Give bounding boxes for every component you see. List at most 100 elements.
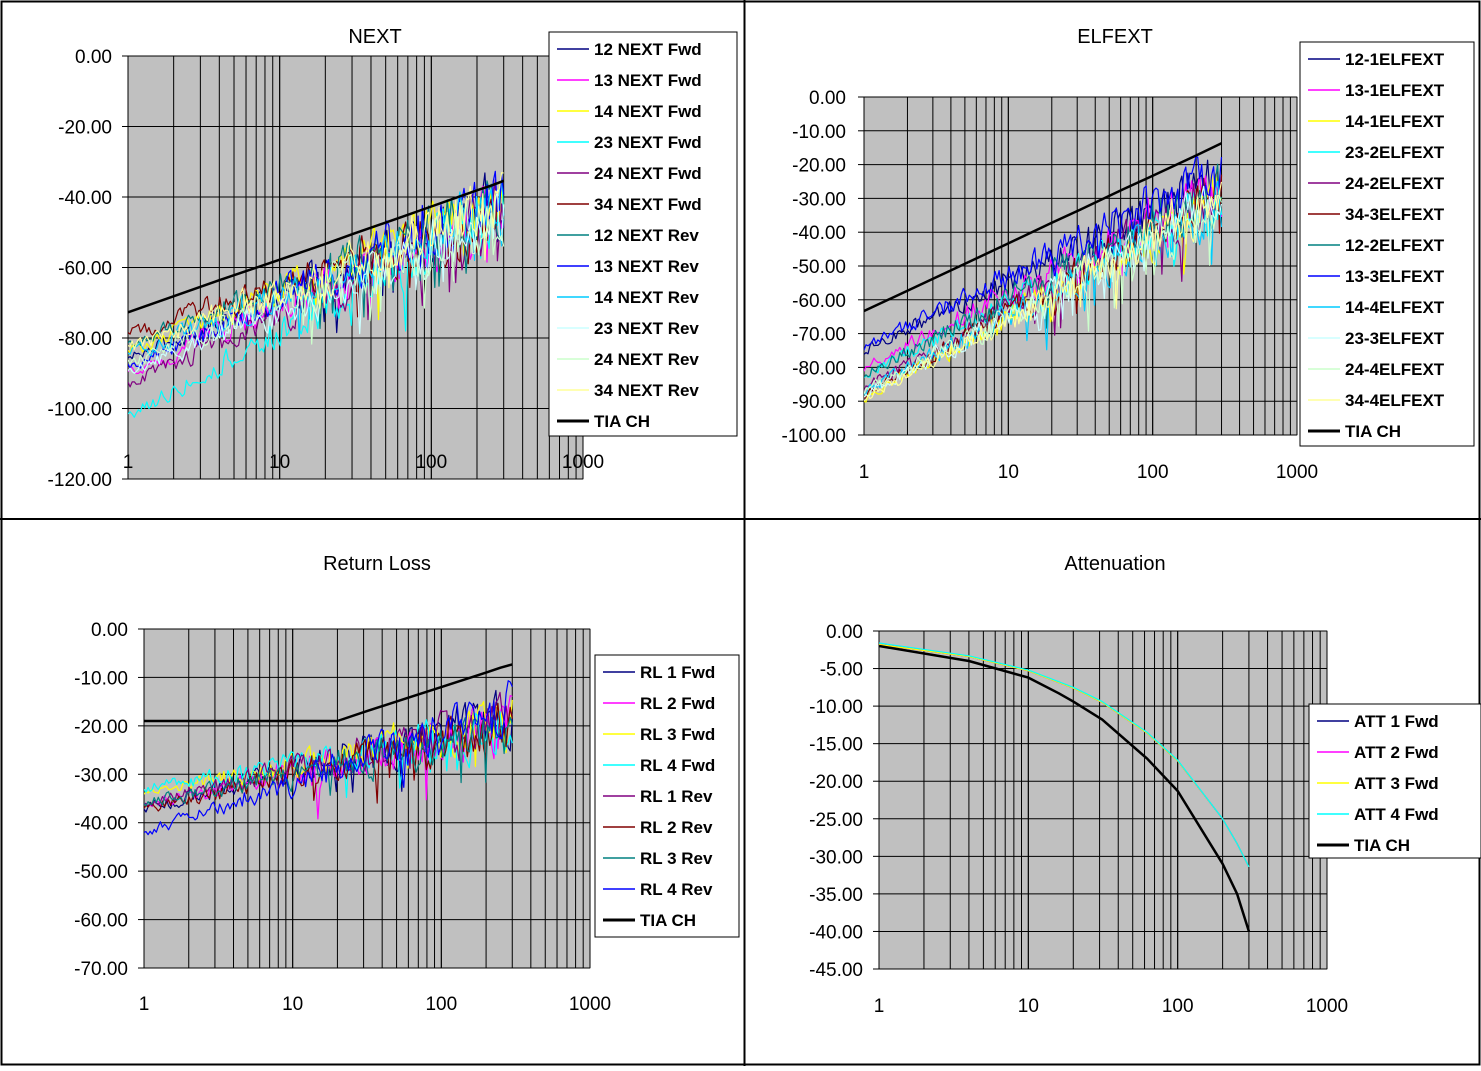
legend-entry: 34 NEXT Fwd: [594, 195, 702, 214]
legend-entry: 24 NEXT Rev: [594, 350, 699, 369]
y-tick-label: 0.00: [809, 88, 846, 109]
gridlines: [143, 628, 591, 969]
x-tick-label: 10: [1018, 996, 1039, 1017]
legend-entry: RL 4 Fwd: [640, 756, 715, 775]
x-tick-label: 1000: [1306, 996, 1348, 1017]
y-tick-label: -20.00: [58, 118, 112, 139]
y-tick-label: -50.00: [792, 257, 846, 278]
series-line-34-next-rev: [128, 172, 504, 350]
gridlines: [127, 55, 584, 480]
series-group: [864, 142, 1223, 403]
legend-entry: 12-2ELFEXT: [1345, 236, 1445, 255]
y-tick-label: -25.00: [809, 810, 863, 831]
y-tick-label: -70.00: [74, 959, 128, 980]
x-tick-label: 1000: [562, 452, 604, 473]
y-tick-label: -30.00: [809, 847, 863, 868]
chart-title: Attenuation: [1064, 553, 1165, 575]
series-line-tia-ch: [144, 663, 513, 723]
legend-entry: TIA CH: [640, 911, 696, 930]
legend-entry: RL 1 Rev: [640, 787, 713, 806]
legend-entry: RL 4 Rev: [640, 880, 713, 899]
legend-entry: 34-3ELFEXT: [1345, 205, 1445, 224]
x-tick-label: 100: [1162, 996, 1194, 1017]
legend-entry: 12 NEXT Rev: [594, 226, 699, 245]
y-tick-label: 0.00: [91, 620, 128, 641]
series-line-rl-4-rev: [144, 680, 513, 836]
legend-entry: ATT 4 Fwd: [1354, 805, 1439, 824]
legend-entry: 24-2ELFEXT: [1345, 174, 1445, 193]
chart-title: NEXT: [348, 26, 401, 48]
legend: RL 1 Fwd RL 2 Fwd RL 3 Fwd RL 4 Fwd RL 1 Rev…: [594, 654, 740, 938]
legend-entry: 14-1ELFEXT: [1345, 112, 1445, 131]
legend-entry: 13-3ELFEXT: [1345, 267, 1445, 286]
y-tick-label: -40.00: [74, 814, 128, 835]
y-tick-label: -45.00: [809, 960, 863, 981]
x-tick-label: 10: [282, 994, 303, 1015]
legend-entry: RL 3 Rev: [640, 849, 713, 868]
x-tick-label: 10: [998, 462, 1019, 483]
series-line-13-3elfext: [864, 156, 1223, 351]
x-tick-label: 100: [425, 994, 457, 1015]
legend-entry: 23 NEXT Fwd: [594, 133, 702, 152]
y-tick-label: -10.00: [792, 122, 846, 143]
y-tick-label: -30.00: [792, 189, 846, 210]
x-tick-label: 1: [874, 996, 885, 1017]
legend-entry: 12-1ELFEXT: [1345, 50, 1445, 69]
y-tick-label: -80.00: [792, 358, 846, 379]
series-line-24-2elfext: [864, 176, 1223, 392]
legend-entry: 24 NEXT Fwd: [594, 164, 702, 183]
x-tick-label: 1: [859, 462, 870, 483]
series-group: [128, 170, 505, 418]
x-tick-label: 10: [269, 452, 290, 473]
y-tick-label: -120.00: [48, 470, 112, 491]
plot-area: [143, 628, 591, 969]
next-chart: NEXT 0.00 -20.00 -40.00 -60.00 -80.00 -100.00 -…: [48, 26, 738, 491]
y-tick-label: -100.00: [48, 400, 112, 421]
attenuation-chart: Attenuation 0.00 -5.00 -10.00 -15.00 -20.00 -2…: [809, 553, 1481, 1017]
elfext-chart: ELFEXT 0.00 -10.00 -20.00 -30.00 -40.00 -50.00…: [782, 26, 1475, 483]
legend-entry: 14-4ELFEXT: [1345, 298, 1445, 317]
y-tick-label: -10.00: [809, 697, 863, 718]
y-tick-label: -5.00: [820, 660, 863, 681]
series-line-12-1elfext: [864, 159, 1223, 355]
legend: 12 NEXT Fwd 13 NEXT Fwd 14 NEXT Fwd 23 NEXT…: [548, 31, 738, 437]
legend-entry: ATT 3 Fwd: [1354, 774, 1439, 793]
series-line-23-next-rev: [128, 189, 505, 374]
series-line-24-next-rev: [128, 196, 505, 365]
legend-entry: TIA CH: [1345, 422, 1401, 441]
legend-entry: 23-2ELFEXT: [1345, 143, 1445, 162]
gridlines: [863, 96, 1298, 436]
series-line-rl-2-fwd: [144, 695, 513, 820]
y-tick-label: -80.00: [58, 329, 112, 350]
series-line-24-4elfext: [864, 194, 1223, 394]
legend-entry: 14 NEXT Fwd: [594, 102, 702, 121]
legend-entry: RL 1 Fwd: [640, 663, 715, 682]
legend-entry: 14 NEXT Rev: [594, 288, 699, 307]
return-loss-chart: Return Loss 0.00 -10.00 -20.00 -30.00 -40.00 -…: [74, 553, 740, 1015]
y-tick-label: -20.00: [809, 772, 863, 793]
x-tick-label: 100: [1137, 462, 1169, 483]
y-tick-label: -20.00: [792, 156, 846, 177]
legend-entry: ATT 1 Fwd: [1354, 712, 1439, 731]
legend-entry: 23 NEXT Rev: [594, 319, 699, 338]
series-line-rl-1-fwd: [144, 689, 513, 813]
gridlines: [878, 630, 1328, 970]
y-tick-label: -15.00: [809, 735, 863, 756]
legend-entry: 24-4ELFEXT: [1345, 360, 1445, 379]
y-tick-label: -40.00: [809, 922, 863, 943]
y-tick-label: -40.00: [792, 223, 846, 244]
legend-entry: RL 2 Fwd: [640, 694, 715, 713]
y-tick-label: 0.00: [75, 47, 112, 68]
y-tick-label: -90.00: [792, 392, 846, 413]
legend-entry: TIA CH: [1354, 836, 1410, 855]
y-tick-label: -10.00: [74, 668, 128, 689]
legend-entry: 13 NEXT Fwd: [594, 71, 702, 90]
legend: ATT 1 Fwd ATT 2 Fwd ATT 3 Fwd ATT 4 Fwd TIA …: [1308, 703, 1481, 859]
y-tick-label: -60.00: [792, 291, 846, 312]
series-group: [879, 642, 1251, 932]
legend-box: [1308, 703, 1481, 859]
legend-box: [548, 31, 738, 437]
legend-entry: 13-1ELFEXT: [1345, 81, 1445, 100]
